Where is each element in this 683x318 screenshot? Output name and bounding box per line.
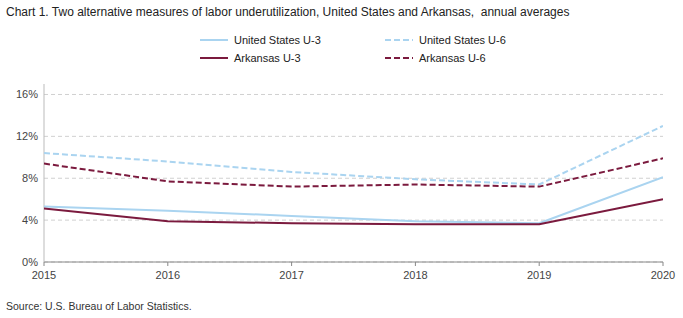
legend-label: United States U-6 bbox=[419, 34, 506, 46]
legend-label: United States U-3 bbox=[234, 34, 321, 46]
grid-line bbox=[44, 262, 663, 263]
x-tick bbox=[291, 262, 292, 266]
annotation: Source: U.S. Bureau of Labor Statistics. bbox=[6, 300, 192, 312]
chart: Chart 1. Two alternative measures of lab… bbox=[0, 0, 683, 318]
title: Chart 1. Two alternative measures of lab… bbox=[6, 5, 569, 19]
series-line bbox=[44, 177, 663, 223]
grid-line bbox=[44, 94, 663, 95]
series-line bbox=[44, 158, 663, 186]
y-tick-label: 0% bbox=[22, 256, 38, 268]
y-axis bbox=[44, 84, 45, 262]
legend: United States U-3 United States U-6 Arkans… bbox=[200, 34, 506, 64]
legend-label: Arkansas U-6 bbox=[419, 52, 486, 64]
grid bbox=[44, 94, 663, 262]
y-tick-label: 12% bbox=[16, 130, 38, 142]
series-line bbox=[44, 126, 663, 185]
x-tick-label: 2015 bbox=[32, 269, 56, 281]
grid-line bbox=[44, 220, 663, 221]
x-tick-label: 2017 bbox=[279, 269, 303, 281]
legend-swatch bbox=[200, 57, 228, 59]
legend-swatch bbox=[200, 39, 228, 41]
y-tick-label: 8% bbox=[22, 172, 38, 184]
x-tick-label: 2018 bbox=[403, 269, 427, 281]
legend-swatch bbox=[385, 57, 413, 59]
legend-label: Arkansas U-3 bbox=[234, 52, 301, 64]
y-tick-label: 4% bbox=[22, 214, 38, 226]
y-tick-label: 16% bbox=[16, 88, 38, 100]
series-line bbox=[44, 199, 663, 224]
x-tick-label: 2016 bbox=[156, 269, 180, 281]
x-tick bbox=[539, 262, 540, 266]
legend-swatch bbox=[385, 39, 413, 41]
x-tick bbox=[663, 262, 664, 266]
x-tick-label: 2019 bbox=[527, 269, 551, 281]
x-axis bbox=[44, 262, 663, 263]
x-tick bbox=[44, 262, 45, 266]
grid-line bbox=[44, 136, 663, 137]
lines bbox=[44, 126, 663, 224]
x-tick bbox=[415, 262, 416, 266]
x-tick bbox=[167, 262, 168, 266]
x-tick-label: 2020 bbox=[651, 269, 675, 281]
